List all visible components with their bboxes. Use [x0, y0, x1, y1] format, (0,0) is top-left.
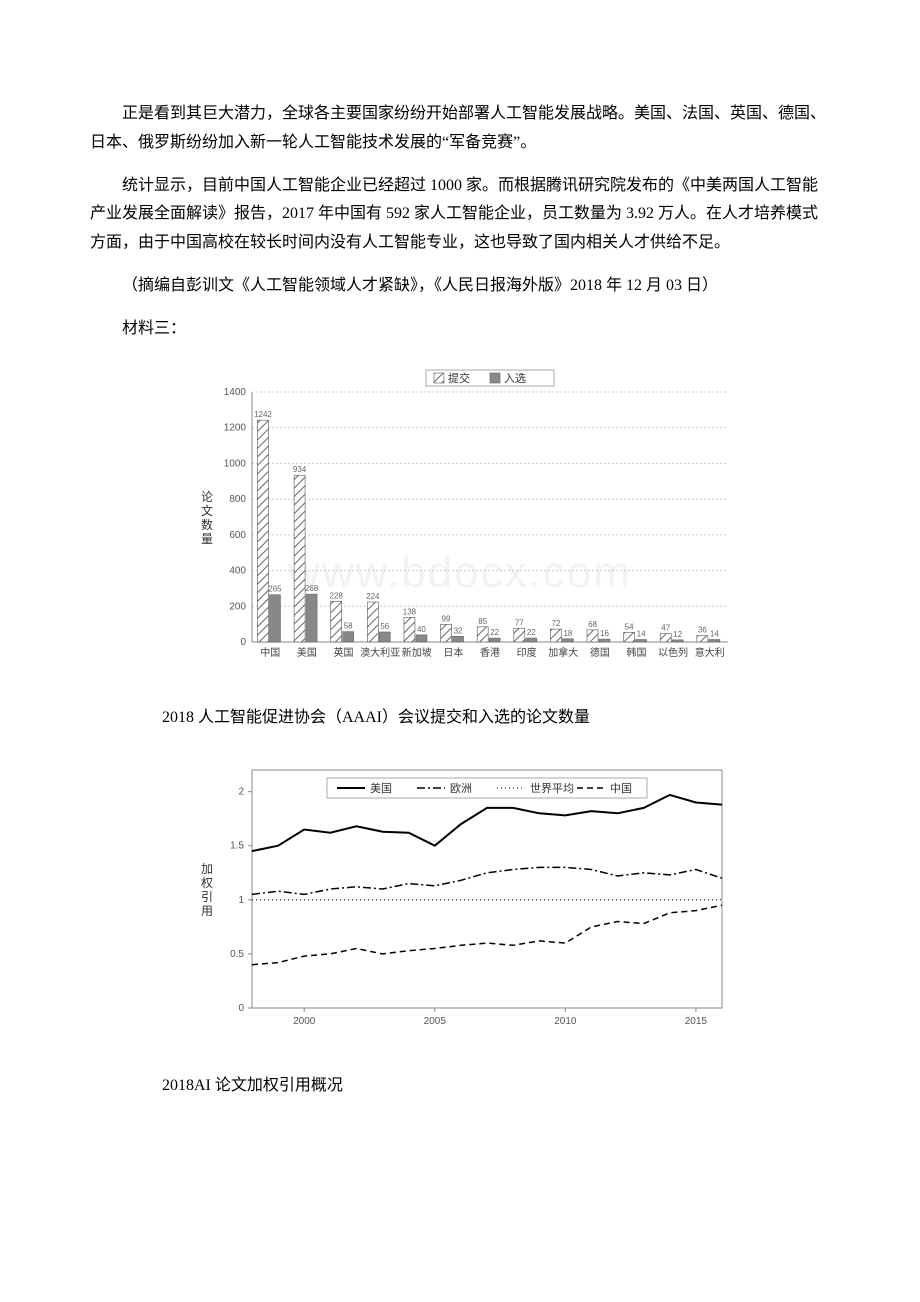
line-chart: 0 0.5 1 1.5 2 2000 2005 2010 2015 加权引用 美国 欧洲 世界平均 中国: [180, 752, 740, 1042]
svg-text:22: 22: [527, 628, 536, 637]
svg-text:加: 加: [201, 862, 213, 876]
svg-text:1200: 1200: [224, 422, 247, 433]
svg-text:世界平均: 世界平均: [530, 782, 574, 795]
svg-text:56: 56: [380, 622, 389, 631]
caption-line-chart: 2018AI 论文加权引用概况: [130, 1072, 830, 1101]
svg-text:用: 用: [201, 904, 213, 918]
svg-text:文: 文: [201, 503, 213, 518]
svg-text:200: 200: [229, 601, 246, 612]
svg-text:2000: 2000: [293, 1016, 316, 1027]
line-chart-container: 0 0.5 1 1.5 2 2000 2005 2010 2015 加权引用 美国 欧洲 世界平均 中国: [90, 752, 830, 1042]
paragraph-3-citation: （摘编自彭训文《人工智能领域人才紧缺》，《人民日报海外版》2018 年 12 月…: [90, 272, 830, 301]
svg-text:加拿大: 加拿大: [548, 646, 578, 659]
svg-text:18: 18: [563, 628, 572, 637]
svg-text:72: 72: [551, 619, 560, 628]
svg-text:0: 0: [238, 1003, 244, 1014]
svg-text:欧洲: 欧洲: [450, 782, 472, 795]
svg-text:英国: 英国: [334, 646, 354, 659]
svg-text:1400: 1400: [224, 387, 247, 398]
svg-text:权: 权: [201, 876, 213, 890]
svg-text:228: 228: [330, 591, 344, 600]
svg-text:澳大利亚: 澳大利亚: [360, 646, 400, 659]
svg-text:美国: 美国: [370, 782, 392, 795]
svg-text:数: 数: [201, 517, 213, 532]
svg-text:934: 934: [293, 465, 307, 474]
svg-text:美国: 美国: [297, 646, 317, 659]
svg-text:0: 0: [240, 637, 246, 648]
svg-text:日本: 日本: [443, 646, 463, 659]
svg-text:16: 16: [600, 629, 609, 638]
svg-text:2015: 2015: [685, 1016, 708, 1027]
bar-chart: www.bdocx.com 0 200 400 600 800 1000 1200 1400 论文…: [180, 364, 740, 674]
svg-text:量: 量: [201, 532, 213, 546]
svg-text:14: 14: [637, 629, 646, 638]
svg-text:1242: 1242: [254, 410, 272, 419]
svg-text:138: 138: [403, 607, 417, 616]
svg-text:68: 68: [588, 619, 597, 628]
svg-text:引: 引: [201, 890, 213, 904]
svg-text:32: 32: [454, 626, 463, 635]
svg-text:新加坡: 新加坡: [402, 646, 432, 659]
svg-text:韩国: 韩国: [626, 646, 646, 659]
svg-text:中国: 中国: [610, 782, 632, 795]
svg-text:85: 85: [478, 616, 487, 625]
svg-text:入选: 入选: [504, 372, 526, 385]
svg-text:0.5: 0.5: [230, 949, 244, 960]
svg-text:德国: 德国: [590, 646, 610, 659]
svg-text:14: 14: [710, 629, 719, 638]
svg-text:2010: 2010: [554, 1016, 577, 1027]
svg-text:400: 400: [229, 565, 246, 576]
svg-text:22: 22: [490, 628, 499, 637]
paragraph-1: 正是看到其巨大潜力，全球各主要国家纷纷开始部署人工智能发展战略。美国、法国、英国…: [90, 100, 830, 158]
svg-text:香港: 香港: [480, 647, 500, 659]
svg-text:意大利: 意大利: [695, 646, 725, 659]
svg-text:www.bdocx.com: www.bdocx.com: [287, 548, 632, 597]
svg-text:54: 54: [625, 622, 634, 631]
svg-text:论: 论: [201, 490, 213, 504]
svg-text:265: 265: [268, 584, 282, 593]
svg-text:36: 36: [698, 625, 707, 634]
svg-text:224: 224: [366, 592, 380, 601]
svg-text:47: 47: [661, 623, 670, 632]
caption-bar-chart: 2018 人工智能促进协会（AAAI）会议提交和入选的论文数量: [130, 704, 830, 733]
svg-text:以色列: 以色列: [658, 646, 688, 659]
svg-text:12: 12: [673, 629, 682, 638]
paragraph-2: 统计显示，目前中国人工智能企业已经超过 1000 家。而根据腾讯研究院发布的《中…: [90, 172, 830, 258]
svg-text:2: 2: [238, 787, 244, 798]
svg-text:1.5: 1.5: [230, 841, 244, 852]
svg-text:2005: 2005: [424, 1016, 447, 1027]
svg-text:77: 77: [515, 618, 524, 627]
svg-text:800: 800: [229, 494, 246, 505]
svg-text:提交: 提交: [448, 371, 470, 385]
svg-text:40: 40: [417, 624, 426, 633]
svg-text:58: 58: [344, 621, 353, 630]
svg-text:1000: 1000: [224, 458, 247, 469]
svg-text:1: 1: [238, 895, 244, 906]
svg-text:99: 99: [442, 614, 451, 623]
svg-text:中国: 中国: [260, 646, 280, 659]
svg-text:268: 268: [305, 584, 319, 593]
svg-text:印度: 印度: [517, 646, 537, 659]
svg-text:600: 600: [229, 529, 246, 540]
paragraph-4-material-label: 材料三：: [90, 315, 830, 344]
bar-chart-container: www.bdocx.com 0 200 400 600 800 1000 1200 1400 论文…: [90, 364, 830, 674]
